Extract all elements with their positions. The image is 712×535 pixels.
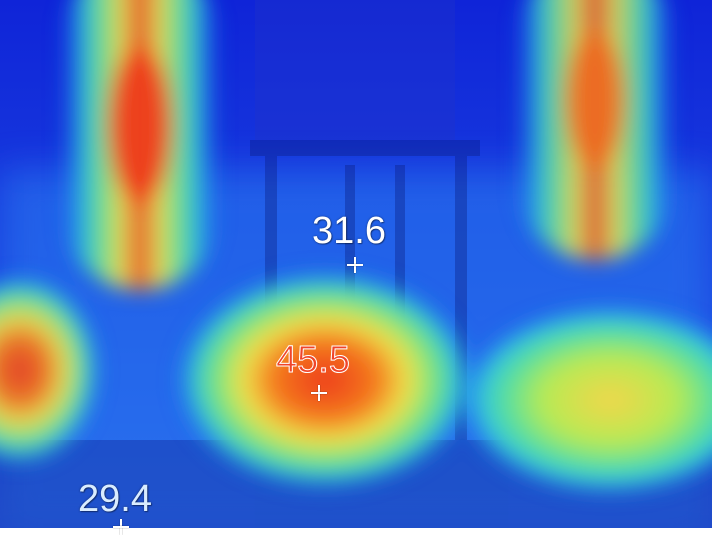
right-warm-region [460, 305, 712, 495]
crosshair-icon [311, 385, 327, 401]
temperature-reading-bottom: 29.4 [78, 478, 152, 520]
temperature-reading-center: 45.5 [276, 339, 351, 381]
temperature-reading-top: 31.6 [312, 210, 386, 252]
crosshair-icon [347, 257, 363, 273]
heat-sources [0, 0, 712, 495]
left-edge-hot-spot [0, 275, 100, 465]
crosshair-icon [113, 519, 129, 535]
bottom-border [0, 528, 712, 535]
center-hot-spot [175, 270, 475, 490]
